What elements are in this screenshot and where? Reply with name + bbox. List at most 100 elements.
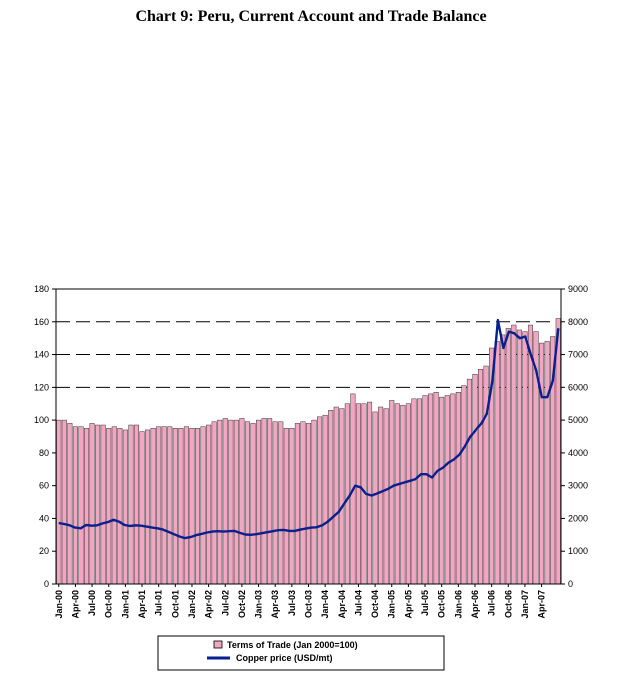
x-tick-label: Jan-06 — [453, 590, 463, 619]
x-tick-label: Oct-02 — [237, 590, 247, 618]
x-tick-label: Jan-03 — [254, 590, 264, 619]
x-tick-label: Oct-01 — [170, 590, 180, 618]
bar — [450, 393, 456, 585]
x-tick-label: Apr-03 — [270, 590, 280, 619]
bar — [428, 393, 434, 585]
bar — [106, 428, 112, 585]
x-tick-label: Jul-00 — [87, 590, 97, 616]
bar — [505, 328, 511, 585]
bar — [516, 329, 522, 585]
bar — [300, 421, 306, 585]
left-tick-label: 0 — [44, 579, 49, 589]
bar — [411, 398, 417, 585]
bar — [328, 410, 334, 585]
bar — [56, 419, 62, 585]
bar — [261, 418, 267, 585]
copper-price-line-group — [58, 318, 560, 540]
bar — [333, 406, 339, 585]
x-tick-label: Jan-05 — [387, 590, 397, 619]
right-tick-label: 9000 — [568, 284, 588, 294]
x-tick-label: Oct-04 — [370, 590, 380, 618]
right-tick-label: 4000 — [568, 448, 588, 458]
right-tick-label: 1000 — [568, 546, 588, 556]
bar — [206, 424, 212, 585]
x-tick-label: Oct-00 — [104, 590, 114, 618]
legend-box — [157, 635, 445, 671]
x-tick-label: Jul-02 — [220, 590, 230, 616]
bar — [317, 416, 323, 585]
x-tick-label: Apr-05 — [403, 590, 413, 619]
bar — [244, 421, 250, 585]
bar — [383, 408, 389, 585]
bar — [278, 421, 284, 585]
bar — [483, 365, 489, 585]
bar — [128, 424, 134, 585]
bar — [78, 426, 84, 585]
bar — [133, 424, 139, 585]
x-tick-label: Apr-02 — [204, 590, 214, 619]
bar — [416, 398, 423, 585]
x-tick-label: Jul-01 — [154, 590, 164, 616]
bar — [150, 428, 156, 585]
bar — [178, 428, 184, 585]
bar — [111, 426, 117, 585]
bar — [378, 406, 384, 585]
bar — [522, 331, 528, 585]
left-tick-label: 160 — [34, 317, 49, 327]
x-tick-label: Jul-05 — [420, 590, 430, 616]
x-tick-label: Jul-04 — [353, 590, 363, 616]
bar — [439, 396, 445, 585]
bar — [455, 392, 461, 585]
x-tick-label: Oct-03 — [304, 590, 314, 618]
x-tick-label: Apr-07 — [537, 590, 547, 619]
bar — [167, 426, 173, 585]
bar — [267, 418, 273, 585]
right-tick-label: 2000 — [568, 513, 588, 523]
x-tick-label: Apr-06 — [470, 590, 480, 619]
bar — [339, 408, 345, 585]
x-tick-label: Jan-00 — [54, 590, 64, 619]
x-tick-label: Apr-04 — [337, 590, 347, 619]
bar — [222, 418, 228, 585]
x-tick-label: Apr-00 — [70, 590, 80, 619]
left-tick-label: 140 — [34, 350, 49, 360]
legend-label-copper-price: Copper price (USD/mt) — [236, 653, 333, 663]
bar — [294, 423, 300, 585]
x-tick-label: Jul-06 — [487, 590, 497, 616]
bar — [394, 403, 400, 585]
bar — [472, 373, 478, 585]
bar — [67, 423, 73, 585]
right-tick-label: 3000 — [568, 481, 588, 491]
bar — [400, 405, 406, 585]
copper-price-line — [58, 318, 560, 540]
bar — [183, 426, 189, 585]
bar — [367, 401, 373, 585]
bar — [555, 318, 561, 585]
bar — [283, 428, 289, 585]
bar — [355, 403, 361, 585]
left-tick-label: 20 — [39, 546, 49, 556]
x-tick-label: Jan-04 — [320, 590, 330, 619]
bar — [72, 426, 78, 585]
bar — [494, 341, 500, 585]
right-tick-label: 6000 — [568, 382, 588, 392]
bar — [217, 419, 223, 585]
right-tick-label: 0 — [568, 579, 573, 589]
right-tick-label: 5000 — [568, 415, 588, 425]
bar — [444, 395, 450, 585]
bar — [344, 403, 350, 585]
legend-label-terms-of-trade: Terms of Trade (Jan 2000=100) — [227, 640, 358, 650]
bar — [194, 428, 201, 585]
bar — [389, 400, 395, 585]
x-tick-label: Jan-02 — [187, 590, 197, 619]
legend: Terms of Trade (Jan 2000=100) Copper pri… — [157, 635, 445, 671]
bar — [500, 334, 506, 585]
bar — [539, 342, 545, 585]
x-tick-label: Jan-07 — [520, 590, 530, 619]
bar — [372, 411, 378, 585]
bar — [122, 429, 128, 585]
bar — [172, 428, 178, 585]
left-tick-label: 40 — [39, 513, 49, 523]
bar — [256, 419, 262, 585]
